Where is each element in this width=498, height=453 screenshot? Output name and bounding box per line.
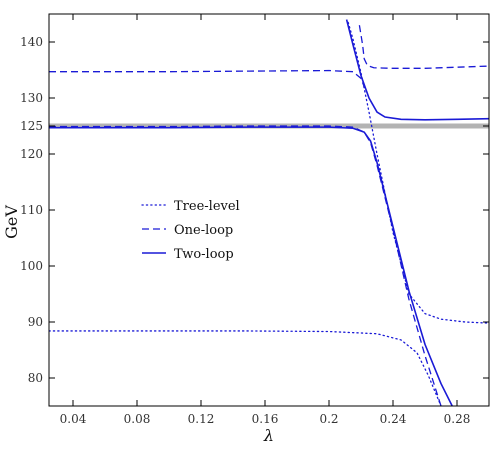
y-tick-label: 125 (20, 119, 43, 133)
y-tick-label: 80 (28, 371, 43, 385)
y-tick-label: 140 (20, 35, 43, 49)
x-tick-label: 0.08 (124, 412, 151, 426)
y-tick-label: 100 (20, 259, 43, 273)
series-one-loop-line-2 (358, 25, 489, 69)
x-tick-label: 0.12 (188, 412, 215, 426)
series-tree-level-line-2 (347, 21, 489, 324)
legend-label-two-loop: Two-loop (174, 247, 234, 262)
y-tick-label: 110 (20, 203, 43, 217)
series-one-loop-line-1 (49, 69, 365, 88)
x-tick-label: 0.16 (252, 412, 279, 426)
series-tree-level-line-1 (49, 330, 442, 406)
plot-background (49, 14, 489, 406)
legend-label-tree-level: Tree-level (174, 199, 240, 214)
series-two-loop-line-2 (345, 19, 489, 121)
x-tick-label: 0.28 (444, 412, 471, 426)
x-axis-label: λ (263, 426, 274, 445)
x-tick-label: 0.04 (60, 412, 87, 426)
y-tick-label: 90 (28, 315, 43, 329)
y-axis-label: GeV (2, 205, 21, 239)
x-tick-label: 0.24 (380, 412, 407, 426)
y-tick-label: 120 (20, 147, 43, 161)
y-tick-label: 130 (20, 91, 43, 105)
series-two-loop-line-1 (49, 126, 453, 406)
legend-label-one-loop: One-loop (174, 223, 233, 238)
x-tick-label: 0.2 (319, 412, 338, 426)
